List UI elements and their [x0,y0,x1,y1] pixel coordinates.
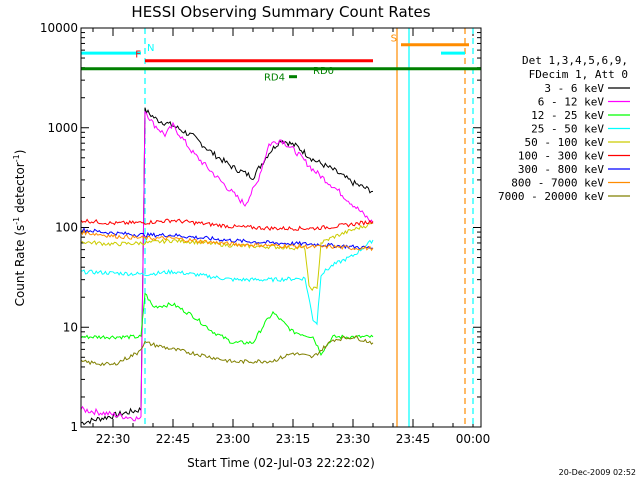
axis-ticks: 1 10 100 1000 10000 22:30 22:45 23:00 23:15 23:30… [40,21,490,446]
series-line [81,218,374,231]
y-tick-label: 1 [70,420,78,434]
legend-entry-label: 6 - 12 keV [538,96,605,109]
legend-entry-label: 3 - 6 keV [544,82,604,95]
legend-header-fdecim: FDecim 1, Att 0 [529,68,628,81]
flag-label: S [391,34,397,45]
legend-entry-label: 800 - 7000 keV [511,177,604,190]
series-line [81,107,374,426]
x-tick-label: 23:00 [216,432,251,446]
x-axis-label: Start Time (02-Jul-03 22:22:02) [187,456,375,470]
x-tick-label: 22:45 [156,432,191,446]
chart-title: HESSI Observing Summary Count Rates [131,3,430,21]
legend-entry-label: 50 - 100 keV [525,136,605,149]
legend-entry-label: 7000 - 20000 keV [498,190,604,203]
legend-entry-label: 25 - 50 keV [531,123,604,136]
vertical-markers [144,28,474,427]
legend-entry-label: 12 - 25 keV [531,109,604,122]
x-tick-label: 23:15 [276,432,311,446]
series-line [81,110,374,422]
series-line [81,222,374,292]
y-tick-label: 100 [55,221,78,235]
legend-header-detectors: Det 1,3,4,5,6,9, [522,54,628,67]
flag-label: F [135,50,141,61]
y-axis-label: Count Rate (s-1 detector-1) [12,150,27,307]
series-line [81,239,374,326]
flag-label: N [147,43,154,54]
series-lines [81,107,374,426]
x-tick-label: 23:30 [336,432,371,446]
generated-date: 20-Dec-2009 02:52 [559,468,636,477]
series-line [81,335,374,367]
series-line [81,229,374,252]
series-line [81,292,374,356]
flag-label: RD4 [264,73,285,84]
x-tick-label: 22:30 [96,432,131,446]
x-tick-label: 23:45 [396,432,431,446]
flag-labels: NF S RD0 RD4 [135,34,397,84]
y-tick-label: 10 [63,320,78,334]
flag-bars [81,43,481,79]
y-tick-label: 10000 [40,21,78,35]
legend-entry-label: 300 - 800 keV [518,163,604,176]
y-tick-label: 1000 [47,121,78,135]
plot-frame [80,27,482,428]
legend-entry-label: 100 - 300 keV [518,150,604,163]
flag-label: RD0 [313,66,334,77]
series-line [81,227,374,250]
x-tick-label: 00:00 [456,432,491,446]
